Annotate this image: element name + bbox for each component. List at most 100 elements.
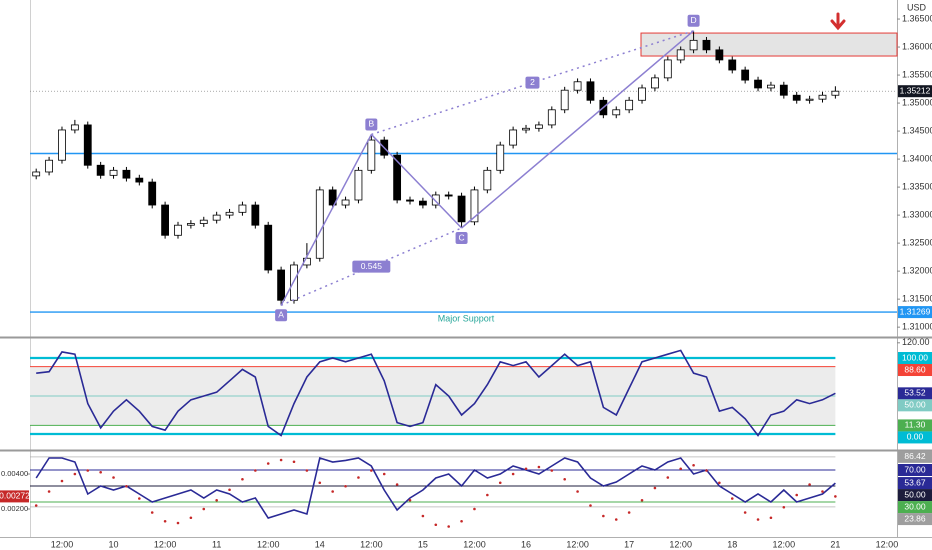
candle-body bbox=[805, 98, 814, 101]
pattern-point-label: C bbox=[458, 232, 464, 242]
indicator-dot bbox=[279, 458, 283, 462]
indicator-dot bbox=[486, 493, 489, 497]
candle-body bbox=[122, 169, 131, 179]
indicator-dot bbox=[215, 498, 218, 502]
candle-body bbox=[547, 109, 556, 126]
axis-label: 100.00 bbox=[902, 352, 928, 362]
axis-label: 50.00 bbox=[904, 400, 926, 410]
candle-body bbox=[186, 223, 195, 226]
indicator-dot bbox=[498, 481, 502, 485]
axis-label: 30.00 bbox=[904, 501, 926, 511]
candle-body bbox=[470, 189, 479, 223]
candle-body bbox=[522, 127, 530, 131]
indicator-dot bbox=[537, 465, 541, 469]
candle-body bbox=[625, 99, 634, 111]
indicator-dot bbox=[718, 481, 721, 485]
indicator-dot bbox=[627, 511, 631, 514]
indicator-dot bbox=[176, 521, 180, 525]
pattern-leg bbox=[461, 30, 695, 229]
candle-body bbox=[831, 90, 840, 96]
candle-body bbox=[431, 194, 440, 206]
candle-body bbox=[689, 39, 698, 51]
candle-body bbox=[444, 194, 453, 197]
indicator-dot bbox=[344, 484, 347, 488]
candle-body bbox=[109, 169, 118, 176]
candle-body bbox=[663, 59, 672, 79]
indicator-dot bbox=[666, 476, 670, 479]
pattern-point-label: A bbox=[278, 310, 284, 320]
pattern-point-label: D bbox=[691, 15, 697, 25]
candle-body bbox=[70, 124, 79, 131]
axis-label: 50.00 bbox=[904, 489, 926, 499]
indicator-dot bbox=[266, 462, 270, 465]
indicator-dot bbox=[589, 504, 592, 507]
indicator-dot bbox=[292, 460, 296, 464]
axis-label: 0.00 bbox=[907, 432, 924, 442]
indicator-dot bbox=[692, 463, 695, 467]
indicator-dot bbox=[47, 490, 51, 493]
indicator-dot bbox=[189, 516, 193, 520]
x-tick-label: 21 bbox=[830, 539, 840, 549]
y-tick-label: 1.35000 bbox=[902, 97, 932, 107]
y-tick-label: 1.34000 bbox=[902, 153, 932, 163]
x-tick-label: 16 bbox=[521, 539, 531, 549]
indicator-dot bbox=[408, 498, 412, 502]
indicator-dot bbox=[653, 486, 657, 490]
indicator-dot bbox=[808, 483, 811, 486]
indicator-dot bbox=[34, 504, 38, 507]
y-tick-label: 1.33000 bbox=[902, 209, 932, 219]
x-tick-label: 12:00 bbox=[51, 539, 74, 549]
candle-body bbox=[754, 79, 762, 89]
indicator-dot bbox=[705, 469, 708, 472]
axis-label: 86.42 bbox=[904, 451, 926, 461]
indicator-dot bbox=[834, 495, 837, 498]
indicator-dot bbox=[614, 518, 618, 521]
indicator-dot bbox=[370, 469, 373, 472]
candle-body bbox=[702, 39, 711, 51]
x-tick-label: 17 bbox=[624, 539, 634, 549]
pattern-point-label: B bbox=[369, 119, 375, 129]
y-tick-label: 1.33500 bbox=[902, 181, 932, 191]
indicator-dot bbox=[434, 523, 438, 527]
pattern-ratio-label: 2 bbox=[530, 77, 535, 87]
candle-body bbox=[818, 94, 827, 100]
candle-body bbox=[393, 154, 402, 201]
indicator-dot bbox=[163, 519, 167, 523]
y-tick-label: 1.32000 bbox=[902, 266, 932, 276]
candle-body bbox=[573, 81, 582, 91]
indicator-dot bbox=[821, 490, 824, 493]
x-tick-label: 12:00 bbox=[463, 539, 486, 549]
x-tick-label: 12:00 bbox=[257, 539, 280, 549]
indicator-line bbox=[36, 349, 836, 437]
x-tick-label: 15 bbox=[418, 539, 428, 549]
indicator-dot bbox=[473, 507, 476, 511]
axis-label-box bbox=[898, 464, 932, 476]
indicator-dot bbox=[743, 511, 747, 514]
pattern-point-box bbox=[275, 309, 288, 322]
candle-body bbox=[264, 224, 273, 271]
candle-body bbox=[418, 200, 427, 206]
candle-body bbox=[367, 139, 376, 171]
x-tick-label: 12:00 bbox=[773, 539, 796, 549]
y-tick-label: 1.32500 bbox=[902, 238, 932, 248]
indicator-dot bbox=[60, 479, 64, 483]
indicator-dot bbox=[550, 469, 554, 472]
candle-body bbox=[767, 84, 775, 89]
axis-label-box bbox=[898, 364, 932, 377]
supply-zone bbox=[640, 32, 898, 57]
pattern-point-box bbox=[365, 118, 378, 131]
indicator-dot bbox=[640, 498, 644, 502]
axis-label: 0.00272 bbox=[0, 491, 30, 501]
candle-body bbox=[135, 177, 144, 183]
indicator-dot bbox=[395, 483, 399, 486]
indicator-dot bbox=[254, 469, 257, 472]
candle-body bbox=[225, 211, 234, 216]
y-tick-label: 1.31500 bbox=[902, 294, 932, 304]
indicator-dot bbox=[795, 493, 799, 497]
indicator-dot bbox=[125, 484, 128, 488]
candle-body bbox=[161, 204, 170, 236]
candle-body bbox=[341, 199, 350, 206]
indicator-dot bbox=[318, 481, 322, 485]
pattern-point-box bbox=[687, 14, 700, 27]
